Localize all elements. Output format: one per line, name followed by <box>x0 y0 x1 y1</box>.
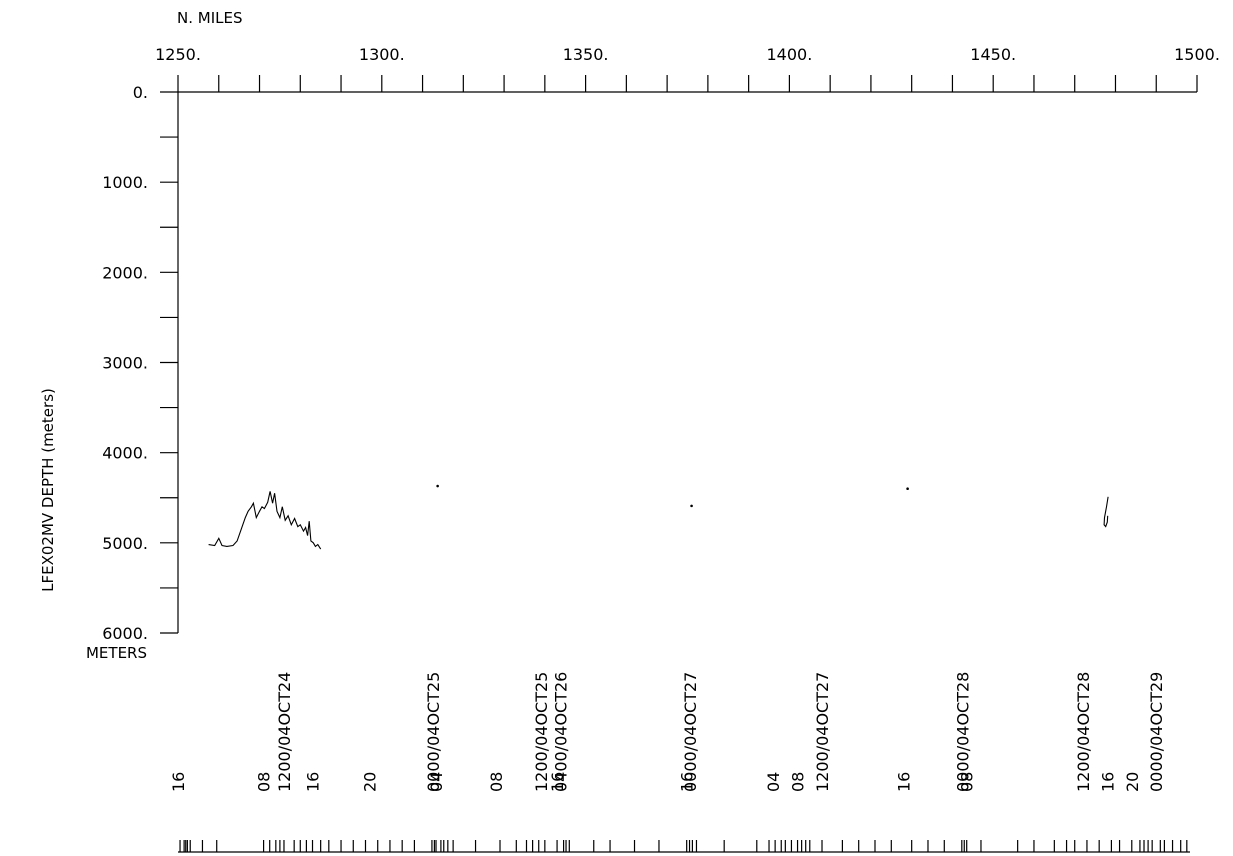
time-label: 1200/04OCT28 <box>1074 672 1093 792</box>
time-label: 0000/04OCT25 <box>424 672 443 792</box>
time-label: 08 <box>487 772 506 792</box>
y-tick-label: 5000. <box>102 534 148 553</box>
time-label: 20 <box>1123 772 1142 792</box>
data-point <box>690 504 693 508</box>
x-tick-label: 1400. <box>766 45 812 64</box>
time-label: 16 <box>548 772 567 792</box>
x-tick-label: 1300. <box>359 45 405 64</box>
time-label: 16 <box>895 772 914 792</box>
y-axis-label: LFEX02MV DEPTH (meters) <box>39 388 57 592</box>
time-label: 04 <box>764 772 783 792</box>
time-label: 04 <box>427 772 446 792</box>
y-tick-label: 0. <box>133 83 148 102</box>
time-label: 20 <box>361 772 380 792</box>
y-tick-label: 4000. <box>102 444 148 463</box>
time-label: 0000/04OCT27 <box>681 672 700 792</box>
x-axis-label: N. MILES <box>177 9 242 27</box>
time-label: 08 <box>255 772 274 792</box>
data-point <box>436 484 439 488</box>
y-tick-label: 3000. <box>102 354 148 373</box>
time-label: 16 <box>169 772 188 792</box>
y-tick-label: 1000. <box>102 173 148 192</box>
time-label: 1200/04OCT24 <box>275 672 294 792</box>
time-label: 1200/04OCT25 <box>532 672 551 792</box>
x-tick-label: 1250. <box>155 45 201 64</box>
time-label: 0000/04OCT28 <box>954 672 973 792</box>
time-label: 16 <box>1098 772 1117 792</box>
x-tick-label: 1450. <box>970 45 1016 64</box>
time-label: 08 <box>958 772 977 792</box>
x-tick-label: 1500. <box>1174 45 1220 64</box>
y-unit-label: METERS <box>86 644 147 662</box>
y-tick-label: 6000. <box>102 624 148 643</box>
plot-area <box>208 484 1109 550</box>
time-label: 1200/04OCT27 <box>813 672 832 792</box>
x-tick-label: 1350. <box>563 45 609 64</box>
series-line <box>1103 496 1109 528</box>
time-label: 16 <box>304 772 323 792</box>
y-tick-label: 2000. <box>102 263 148 282</box>
series-line <box>208 491 322 550</box>
time-label: 0400/04OCT26 <box>551 672 570 792</box>
time-label: 08 <box>789 772 808 792</box>
time-label: 16 <box>678 772 697 792</box>
axes: 1250. 1300. 1350. 1400. 1450. 1500. 0. 1000. 200… <box>102 45 1220 643</box>
time-label: 0000/04OCT29 <box>1147 672 1166 792</box>
data-point <box>906 487 909 491</box>
